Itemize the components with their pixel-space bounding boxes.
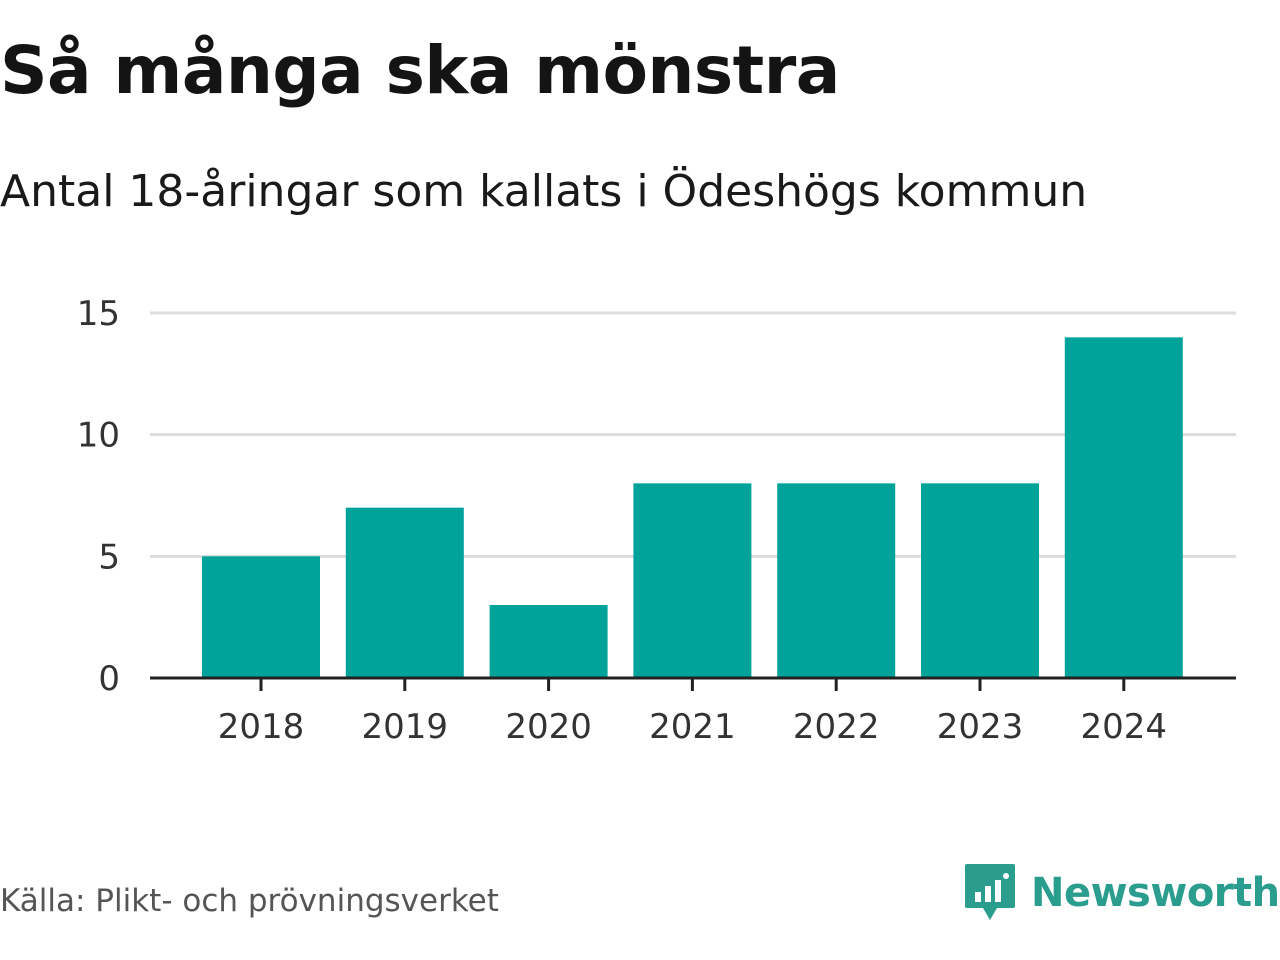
bar xyxy=(489,605,608,678)
x-tick-label: 2022 xyxy=(793,707,880,747)
chart-title: Så många ska mönstra xyxy=(0,32,840,109)
bar xyxy=(202,556,320,678)
y-tick-label: 0 xyxy=(98,659,120,699)
bar-chart: 0 5 10 15 2018 2019 2020 2021 2022 2023 2024 xyxy=(77,294,1236,747)
y-tick-label: 10 xyxy=(77,416,120,456)
y-tick-label: 15 xyxy=(77,294,120,334)
brand-name: Newsworthy xyxy=(1031,870,1280,916)
chart-subtitle: Antal 18-åringar som kallats i Ödeshögs … xyxy=(0,166,1088,217)
bar xyxy=(633,483,752,678)
source-note: Källa: Plikt- och prövningsverket xyxy=(0,883,499,919)
bar xyxy=(777,483,896,678)
brand-logo: Newsworthy xyxy=(963,862,1280,924)
bar xyxy=(1064,337,1183,678)
bar xyxy=(345,507,464,678)
x-tick-label: 2024 xyxy=(1081,707,1168,747)
x-tick-label: 2023 xyxy=(937,707,1024,747)
x-tick-label: 2020 xyxy=(505,707,592,747)
x-tick-label: 2018 xyxy=(218,707,305,747)
x-tick-label: 2021 xyxy=(649,707,736,747)
x-tick-label: 2019 xyxy=(362,707,449,747)
newsworthy-logo-icon xyxy=(965,864,1015,920)
bar xyxy=(921,483,1039,678)
y-tick-label: 5 xyxy=(98,537,120,577)
